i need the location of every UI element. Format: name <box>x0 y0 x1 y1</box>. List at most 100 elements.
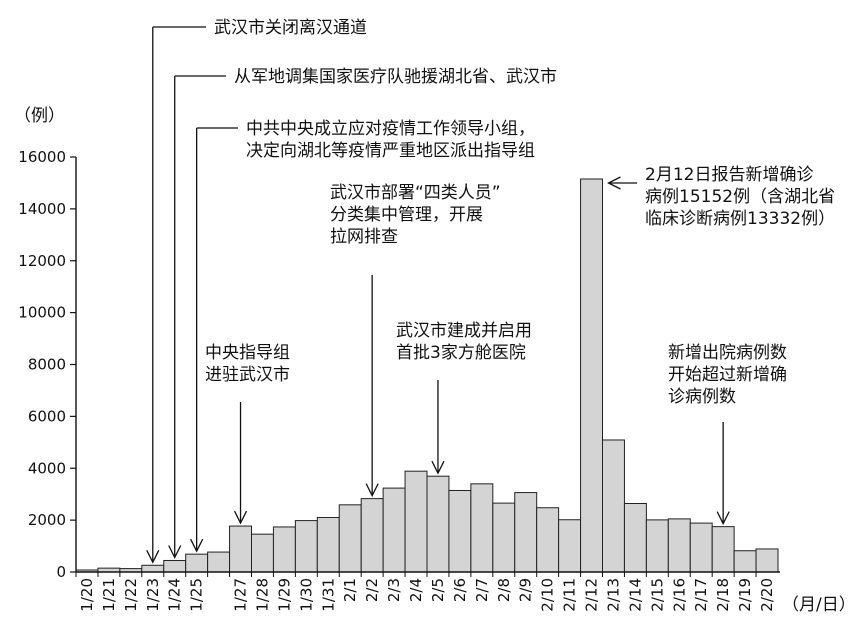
y-tick-label: 2000 <box>28 511 66 529</box>
annotation-text: 分类集中管理，开展 <box>330 205 483 225</box>
bar-2/19 <box>733 550 757 573</box>
y-tick-label: 6000 <box>28 407 66 425</box>
bar-1/29 <box>272 526 296 573</box>
y-tick-label: 4000 <box>28 459 66 477</box>
y-tick-label: 10000 <box>18 304 66 322</box>
bar-1/28 <box>251 533 274 573</box>
annotation-text: 新增出院病例数 <box>668 343 787 363</box>
bar-2/1 <box>338 504 362 573</box>
bar-2/20 <box>755 548 779 573</box>
annotation-arrowhead <box>365 483 379 498</box>
annotation-arrowhead <box>431 460 445 475</box>
annotation-text: 临床诊断病例13332例） <box>645 209 835 229</box>
bar-2/12 <box>580 178 603 573</box>
y-tick-label: 0 <box>56 563 66 581</box>
bar-2/17 <box>689 522 713 573</box>
x-tick-label: 2/5 <box>429 578 447 602</box>
x-tick-label: 2/11 <box>561 578 579 612</box>
x-tick-label: 2/9 <box>517 578 535 602</box>
annotation-text: 首批3家方舱医院 <box>396 343 526 363</box>
bar-2/9 <box>514 492 538 573</box>
x-tick-label: 1/30 <box>297 578 315 612</box>
x-tick-label: 2/16 <box>670 578 688 612</box>
annotation-text: 中央指导组 <box>205 343 290 363</box>
annotation-text: 武汉市关闭离汉通道 <box>214 18 367 38</box>
x-tick-label: 1/29 <box>275 578 293 612</box>
bar-1/26 <box>207 551 231 573</box>
bar-2/7 <box>470 483 494 573</box>
bar-2/8 <box>492 502 516 573</box>
x-tick-label: 2/10 <box>539 578 557 612</box>
bar-2/5 <box>426 475 450 573</box>
x-tick-label: 2/4 <box>407 578 425 602</box>
y-tick-label: 8000 <box>28 356 66 374</box>
x-ticks: 1/20 1/21 1/22 1/23 1/24 1/25 1/27 1/28 1/29 1/30… <box>75 572 776 612</box>
x-tick-label: 2/17 <box>692 578 710 612</box>
x-tick-label: 1/24 <box>166 578 184 612</box>
bar-2/11 <box>558 519 582 573</box>
x-tick-label: 2/14 <box>626 578 644 612</box>
bar-2/14 <box>623 502 647 573</box>
annotation-text: 武汉市部署“四类人员” <box>330 183 501 203</box>
x-axis-label: （月/日） <box>782 595 856 615</box>
x-tick-label: 2/3 <box>385 578 403 602</box>
annotation-text: 诊病例数 <box>668 387 736 407</box>
annotation-text: 拉网排查 <box>330 227 398 247</box>
x-tick-label: 1/20 <box>78 578 96 612</box>
x-tick-label: 1/27 <box>232 578 250 612</box>
x-tick-label: 1/28 <box>253 578 271 612</box>
x-tick-label: 1/25 <box>188 578 206 612</box>
x-tick-label: 2/2 <box>363 578 381 602</box>
bar-2/4 <box>404 470 428 573</box>
annotation-arrowhead <box>168 545 182 559</box>
bar-2/2 <box>360 498 384 573</box>
bar-2/3 <box>382 487 406 573</box>
x-tick-label: 2/1 <box>341 578 359 602</box>
x-tick-label: 2/15 <box>648 578 666 612</box>
bar-2/6 <box>448 489 472 573</box>
bar-2/13 <box>602 439 625 573</box>
annotation-text: 病例15152例（含湖北省 <box>645 187 835 207</box>
x-tick-label: 1/31 <box>319 578 337 612</box>
y-axis-label: （例） <box>14 106 65 126</box>
bar-1/23 <box>141 564 165 573</box>
x-tick-label: 1/23 <box>144 578 162 612</box>
annotation-text: 中共中央成立应对疫情工作领导小组， <box>246 119 535 139</box>
annotations: 武汉市关闭离汉通道从军地调集国家医疗队驰援湖北省、武汉市中共中央成立应对疫情工作… <box>146 18 835 564</box>
bar-1/25 <box>185 553 209 573</box>
annotation-text: 决定向湖北等疫情严重地区派出指导组 <box>246 141 535 161</box>
x-tick-label: 2/19 <box>736 578 754 612</box>
bar-2/15 <box>645 519 669 573</box>
annotation-arrowhead <box>146 549 160 564</box>
annotation-arrowhead <box>190 538 204 553</box>
bar-2/16 <box>667 518 691 573</box>
x-tick-label: 1/21 <box>100 578 118 612</box>
x-tick-label: 2/8 <box>495 578 513 602</box>
x-tick-label: 2/7 <box>473 578 491 602</box>
bar-1/24 <box>163 559 187 573</box>
x-tick-label: 2/6 <box>451 578 469 602</box>
y-tick-label: 14000 <box>18 200 66 218</box>
annotation-arrowhead <box>233 510 248 525</box>
x-tick-label: 2/12 <box>583 578 601 612</box>
bar-1/31 <box>316 516 340 573</box>
annotation-text: 从军地调集国家医疗队驰援湖北省、武汉市 <box>234 67 557 87</box>
bar-2/10 <box>536 507 560 573</box>
annotation-text: 武汉市建成并启用 <box>396 321 532 341</box>
annotation-text: 进驻武汉市 <box>205 365 290 385</box>
bar-1/30 <box>294 520 318 573</box>
bars <box>75 178 779 573</box>
annotation-arrowhead <box>607 176 621 190</box>
annotation-text: 开始超过新增确 <box>668 365 787 385</box>
x-tick-label: 2/18 <box>714 578 732 612</box>
x-tick-label: 2/20 <box>758 578 776 612</box>
bar-1/27 <box>229 525 252 573</box>
x-tick-label: 1/22 <box>122 578 140 612</box>
y-ticks: 0 2000 4000 6000 8000 10000 12000 14000 16000 <box>18 148 76 581</box>
y-tick-label: 16000 <box>18 148 66 166</box>
y-tick-label: 12000 <box>18 252 66 270</box>
x-tick-label: 2/13 <box>604 578 622 612</box>
annotation-arrowhead <box>716 511 730 526</box>
bar-2/18 <box>711 526 735 573</box>
